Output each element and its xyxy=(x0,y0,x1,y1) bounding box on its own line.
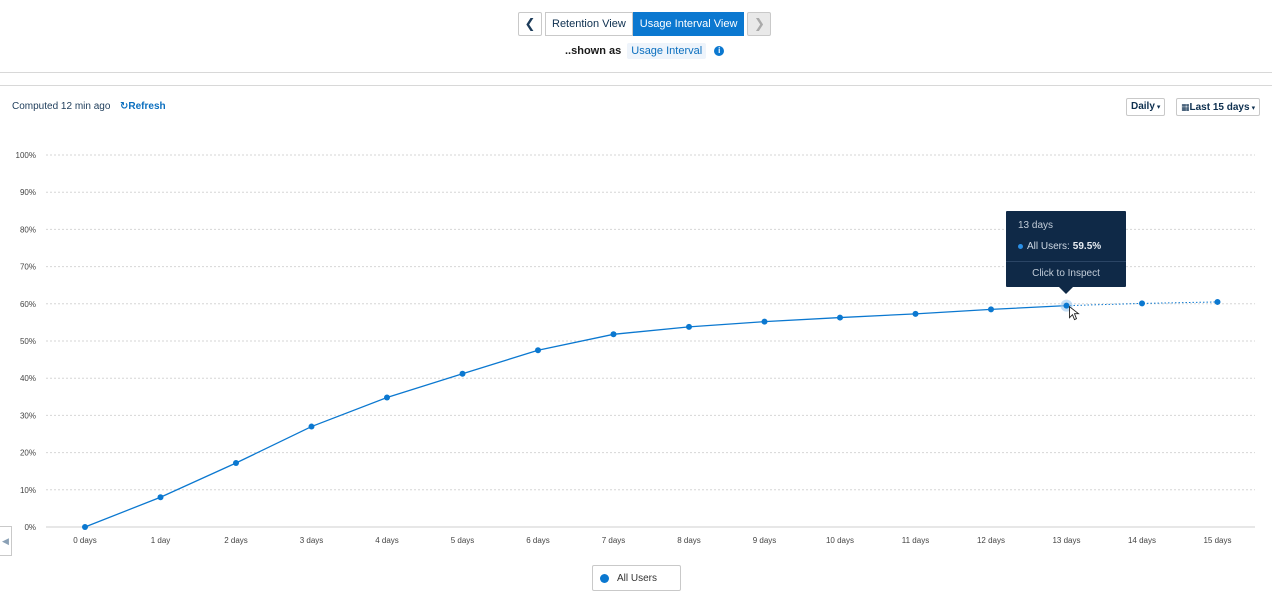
x-tick-label: 11 days xyxy=(902,536,929,545)
caret-left-icon: ◀ xyxy=(2,535,9,546)
tooltip-caret xyxy=(1059,287,1073,294)
info-icon[interactable]: i xyxy=(714,46,725,56)
y-tick-label: 100% xyxy=(16,151,36,160)
legend-label: All Users xyxy=(617,572,658,584)
shown-as-selector[interactable]: Usage Interval xyxy=(627,43,707,59)
usage-interval-chart: 0% 10% 20% 30% 40% 50% 60% 70% 80% 90% 100% 0 days… xyxy=(16,151,1255,545)
x-tick-label: 5 days xyxy=(451,536,475,545)
y-tick-label: 0% xyxy=(24,523,36,532)
top-bar: ❮ Retention View Usage Interval View ❯ .… xyxy=(0,0,1272,86)
divider xyxy=(0,85,1272,86)
y-tick-label: 10% xyxy=(20,486,36,495)
refresh-icon: ↻ xyxy=(120,101,129,112)
x-tick-label: 15 days xyxy=(1203,536,1231,545)
data-point xyxy=(459,370,466,377)
chevron-down-icon: ▾ xyxy=(1251,105,1256,112)
x-tick-label: 6 days xyxy=(526,536,550,545)
data-tooltip[interactable]: 13 days All Users: 59.5% Click to Inspec… xyxy=(1006,211,1126,294)
x-tick-label: 10 days xyxy=(826,536,854,545)
data-point xyxy=(384,394,390,401)
data-point xyxy=(1139,300,1145,307)
x-tick-label: 1 day xyxy=(151,536,171,545)
data-point xyxy=(308,423,315,430)
x-tick-label: 9 days xyxy=(753,536,777,545)
computed-status: Computed 12 min ago xyxy=(12,101,111,112)
tab-usage-interval-view[interactable]: Usage Interval View xyxy=(632,12,745,36)
granularity-value: Daily xyxy=(1131,101,1155,112)
x-tick-label: 0 days xyxy=(73,536,97,545)
x-tick-label: 13 days xyxy=(1052,536,1080,545)
series-line xyxy=(84,305,1067,528)
data-point xyxy=(610,331,617,338)
pointer-cursor-icon xyxy=(1069,305,1080,321)
data-point xyxy=(912,310,919,317)
x-tick-label: 2 days xyxy=(224,536,248,545)
series-color-dot xyxy=(1018,244,1023,249)
y-tick-label: 30% xyxy=(20,411,36,420)
y-tick-label: 90% xyxy=(20,188,36,197)
y-tick-label: 20% xyxy=(20,449,36,458)
data-point xyxy=(686,323,692,330)
shown-as-row: ..shown as Usage Interval i xyxy=(565,43,725,59)
data-point xyxy=(1063,302,1070,309)
data-point xyxy=(988,306,994,313)
tooltip-series-name: All Users: xyxy=(1027,241,1070,252)
refresh-button[interactable]: ↻Refresh xyxy=(120,101,166,112)
y-axis: 0% 10% 20% 30% 40% 50% 60% 70% 80% 90% 100% xyxy=(16,151,36,532)
tooltip-value: 59.5% xyxy=(1072,241,1102,252)
inspect-link[interactable]: Click to Inspect xyxy=(1032,268,1100,279)
chevron-down-icon: ▾ xyxy=(1156,104,1161,111)
x-tick-label: 12 days xyxy=(977,536,1005,545)
view-tabs: Retention View Usage Interval View xyxy=(545,12,745,36)
series-line-incomplete xyxy=(1066,301,1218,307)
y-tick-label: 60% xyxy=(20,300,36,309)
shown-as-label: ..shown as xyxy=(565,45,622,57)
tooltip-title: 13 days xyxy=(1018,220,1054,231)
grid xyxy=(46,154,1255,528)
tab-retention-view[interactable]: Retention View xyxy=(545,12,633,36)
data-point xyxy=(837,314,843,321)
next-view-button[interactable]: ❯ xyxy=(747,12,772,36)
y-tick-label: 70% xyxy=(20,263,36,272)
x-axis: 0 days 1 day 2 days 3 days 4 days 5 days 6 day… xyxy=(73,536,1231,545)
data-point xyxy=(82,524,88,530)
data-point xyxy=(233,460,239,467)
chart-legend[interactable]: All Users xyxy=(592,565,681,591)
chevron-right-icon: ❯ xyxy=(753,16,765,31)
legend-dot xyxy=(600,573,609,583)
chevron-left-icon: ❮ xyxy=(524,16,536,31)
x-tick-label: 4 days xyxy=(375,536,399,545)
y-tick-label: 80% xyxy=(20,225,36,234)
x-tick-label: 7 days xyxy=(602,536,626,545)
x-tick-label: 3 days xyxy=(300,536,324,545)
data-point xyxy=(157,494,164,501)
series-all-users xyxy=(82,298,1221,530)
prev-view-button[interactable]: ❮ xyxy=(518,12,542,36)
collapse-panel-button[interactable]: ◀ xyxy=(0,526,12,556)
x-tick-label: 14 days xyxy=(1128,536,1156,545)
tooltip-series-row: All Users: 59.5% xyxy=(1018,241,1101,252)
y-tick-label: 40% xyxy=(20,374,36,383)
divider xyxy=(0,72,1272,73)
date-range-value: Last 15 days xyxy=(1189,102,1250,113)
date-range-dropdown[interactable]: ▦Last 15 days ▾ xyxy=(1176,98,1261,116)
tooltip-divider xyxy=(1006,261,1126,262)
granularity-dropdown[interactable]: Daily ▾ xyxy=(1126,98,1166,116)
data-point xyxy=(535,347,541,354)
x-tick-label: 8 days xyxy=(677,536,701,545)
refresh-label: Refresh xyxy=(128,101,166,112)
view-switcher: ❮ Retention View Usage Interval View ❯ xyxy=(518,12,772,36)
data-point xyxy=(1214,298,1221,305)
data-point xyxy=(761,318,768,325)
y-tick-label: 50% xyxy=(20,337,36,346)
calendar-icon: ▦ xyxy=(1181,102,1190,112)
